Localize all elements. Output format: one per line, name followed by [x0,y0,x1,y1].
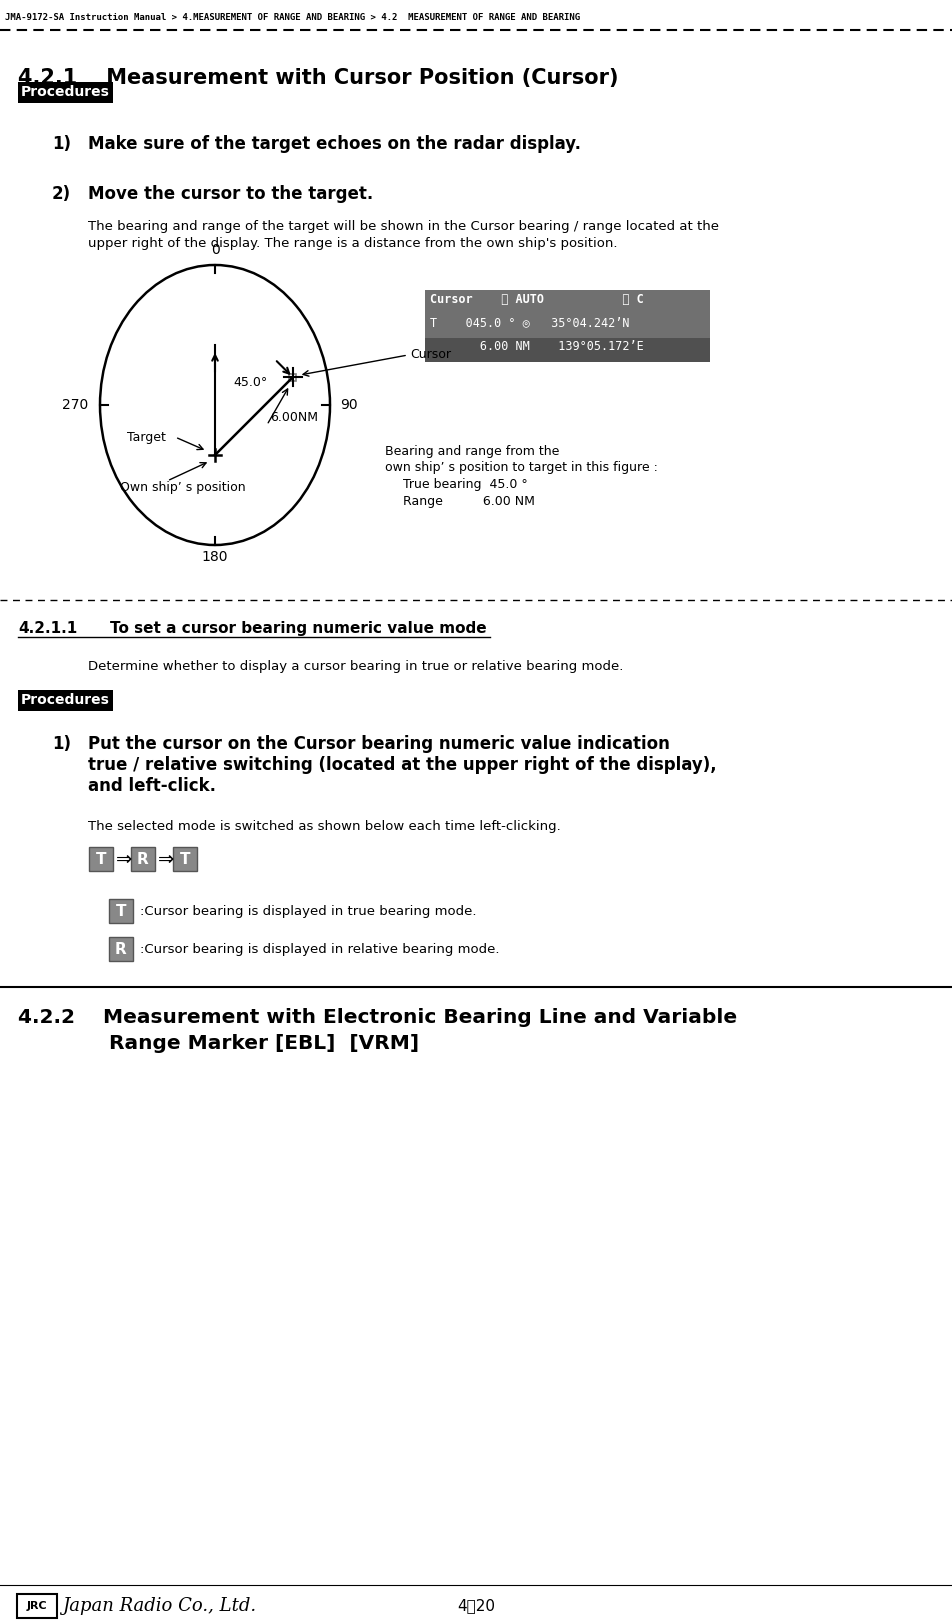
FancyBboxPatch shape [18,690,113,711]
Text: upper right of the display. The range is a distance from the own ship's position: upper right of the display. The range is… [88,237,618,249]
Text: Move the cursor to the target.: Move the cursor to the target. [88,185,373,202]
Text: Range Marker [EBL]  [VRM]: Range Marker [EBL] [VRM] [18,1034,419,1053]
Text: Put the cursor on the Cursor bearing numeric value indication: Put the cursor on the Cursor bearing num… [88,735,670,753]
Text: R: R [137,852,149,867]
FancyBboxPatch shape [173,847,197,872]
Text: True bearing  45.0 °: True bearing 45.0 ° [403,478,527,491]
Text: Determine whether to display a cursor bearing in true or relative bearing mode.: Determine whether to display a cursor be… [88,659,624,672]
Text: JMA-9172-SA Instruction Manual > 4.MEASUREMENT OF RANGE AND BEARING > 4.2  MEASU: JMA-9172-SA Instruction Manual > 4.MEASU… [5,13,580,23]
Text: JRC: JRC [27,1601,48,1610]
Text: 45.0°: 45.0° [233,376,268,389]
Text: Bearing and range from the: Bearing and range from the [385,446,560,458]
Text: Own ship’ s position: Own ship’ s position [120,481,246,494]
Text: and left-click.: and left-click. [88,778,216,795]
Text: Procedures: Procedures [21,693,109,706]
Text: 2): 2) [52,185,71,202]
Bar [289,374,296,381]
Text: ⇒: ⇒ [116,849,132,868]
Text: 180: 180 [202,551,228,564]
Text: Procedures: Procedures [21,84,109,99]
Text: 6.00NM: 6.00NM [269,411,318,424]
FancyBboxPatch shape [109,936,133,961]
FancyBboxPatch shape [17,1594,57,1618]
Text: 1): 1) [52,134,71,152]
Text: :Cursor bearing is displayed in true bearing mode.: :Cursor bearing is displayed in true bea… [140,904,477,917]
FancyBboxPatch shape [89,847,113,872]
FancyBboxPatch shape [131,847,155,872]
Text: 6.00 NM    139°05.172’E: 6.00 NM 139°05.172’E [430,340,644,353]
FancyBboxPatch shape [425,290,710,361]
Text: The bearing and range of the target will be shown in the Cursor bearing / range : The bearing and range of the target will… [88,220,719,233]
Text: 0: 0 [210,243,219,258]
Text: 4－20: 4－20 [457,1599,495,1614]
Text: T: T [180,852,190,867]
FancyBboxPatch shape [18,83,113,104]
Text: 4.2.1    Measurement with Cursor Position (Cursor): 4.2.1 Measurement with Cursor Position (… [18,68,619,87]
Text: 4.2.2    Measurement with Electronic Bearing Line and Variable: 4.2.2 Measurement with Electronic Bearin… [18,1008,737,1027]
FancyBboxPatch shape [109,899,133,923]
Text: ⇒: ⇒ [158,849,174,868]
Text: own ship’ s position to target in this figure :: own ship’ s position to target in this f… [385,462,658,475]
Text: Japan Radio Co., Ltd.: Japan Radio Co., Ltd. [62,1597,256,1615]
FancyBboxPatch shape [425,339,710,361]
Text: 270: 270 [62,399,88,411]
Text: 1): 1) [52,735,71,753]
Text: 4.2.1.1: 4.2.1.1 [18,620,77,637]
Text: T: T [116,904,127,919]
Text: T: T [96,852,107,867]
Text: T    045.0 ° ◎   35°04.242’N: T 045.0 ° ◎ 35°04.242’N [430,316,629,329]
Text: Target: Target [127,431,166,444]
Text: Make sure of the target echoes on the radar display.: Make sure of the target echoes on the ra… [88,134,581,152]
Text: :Cursor bearing is displayed in relative bearing mode.: :Cursor bearing is displayed in relative… [140,943,500,956]
Text: To set a cursor bearing numeric value mode: To set a cursor bearing numeric value mo… [110,620,486,637]
Text: true / relative switching (located at the upper right of the display),: true / relative switching (located at th… [88,757,717,774]
Text: The selected mode is switched as shown below each time left-clicking.: The selected mode is switched as shown b… [88,820,561,833]
Text: Cursor: Cursor [410,348,451,361]
Text: 90: 90 [340,399,358,411]
Text: Range          6.00 NM: Range 6.00 NM [403,496,535,509]
Text: Cursor    （ AUTO           ） C: Cursor （ AUTO ） C [430,293,644,306]
Text: R: R [115,941,127,956]
